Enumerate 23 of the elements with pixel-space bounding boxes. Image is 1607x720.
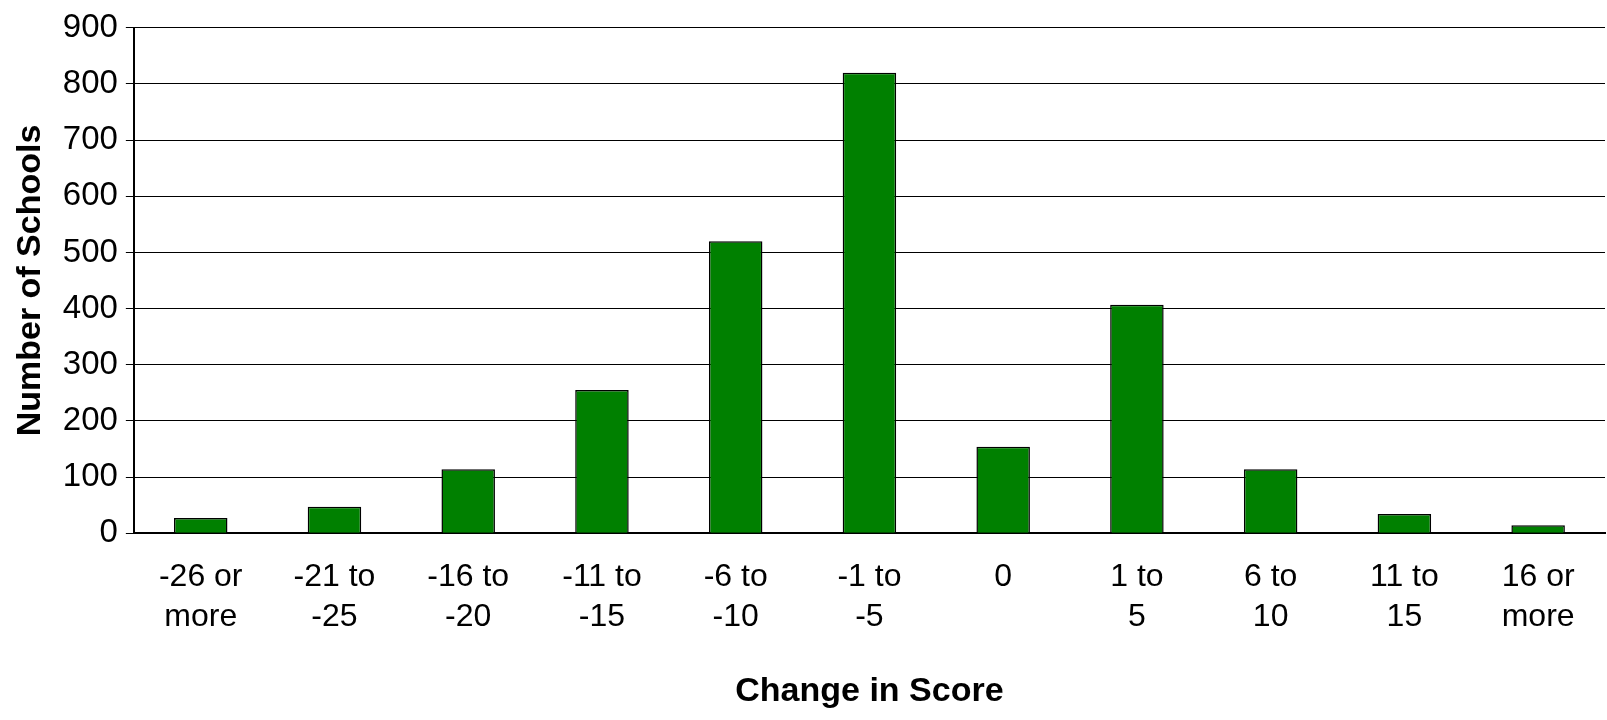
x-tick-label: -6 to -10 — [703, 557, 768, 634]
y-tick-label: 500 — [62, 231, 118, 269]
y-tick-label: 800 — [62, 63, 118, 101]
x-tick-label: 16 or more — [1501, 557, 1575, 634]
y-tick-label: 0 — [99, 512, 118, 550]
x-tick-label: -21 to -25 — [293, 557, 376, 634]
y-tick-label: 600 — [62, 175, 118, 213]
x-tick-label: -11 to -15 — [562, 557, 642, 634]
y-tick-label: 700 — [62, 119, 118, 157]
y-tick-label: 900 — [62, 6, 118, 44]
y-tick-label: 300 — [62, 343, 118, 381]
x-tick-label: -16 to -20 — [427, 557, 510, 634]
x-tick-label: 6 to 10 — [1243, 557, 1298, 634]
x-tick-label: 11 to 15 — [1369, 557, 1439, 634]
y-axis-title: Number of Schools — [8, 124, 47, 437]
y-tick-label: 200 — [62, 399, 118, 437]
y-tick-label: 100 — [62, 456, 118, 494]
x-axis-title: Change in Score — [735, 669, 1004, 708]
y-tick-label: 400 — [62, 287, 118, 325]
x-tick-label: 1 to 5 — [1110, 557, 1164, 634]
x-tick-label: -1 to -5 — [837, 557, 902, 634]
x-tick-label: 0 — [994, 557, 1013, 594]
x-tick-label: -26 or more — [158, 557, 243, 634]
